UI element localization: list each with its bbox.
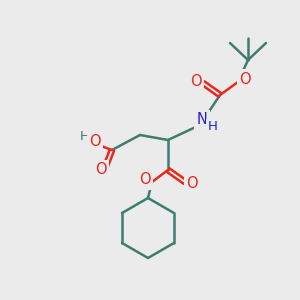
Text: O: O [239, 71, 251, 86]
Text: O: O [190, 74, 202, 88]
Text: O: O [89, 134, 101, 148]
Text: O: O [186, 176, 198, 190]
Text: H: H [208, 121, 218, 134]
Text: O: O [95, 163, 107, 178]
Text: N: N [196, 112, 207, 128]
Text: H: H [80, 130, 90, 143]
Text: O: O [139, 172, 151, 188]
